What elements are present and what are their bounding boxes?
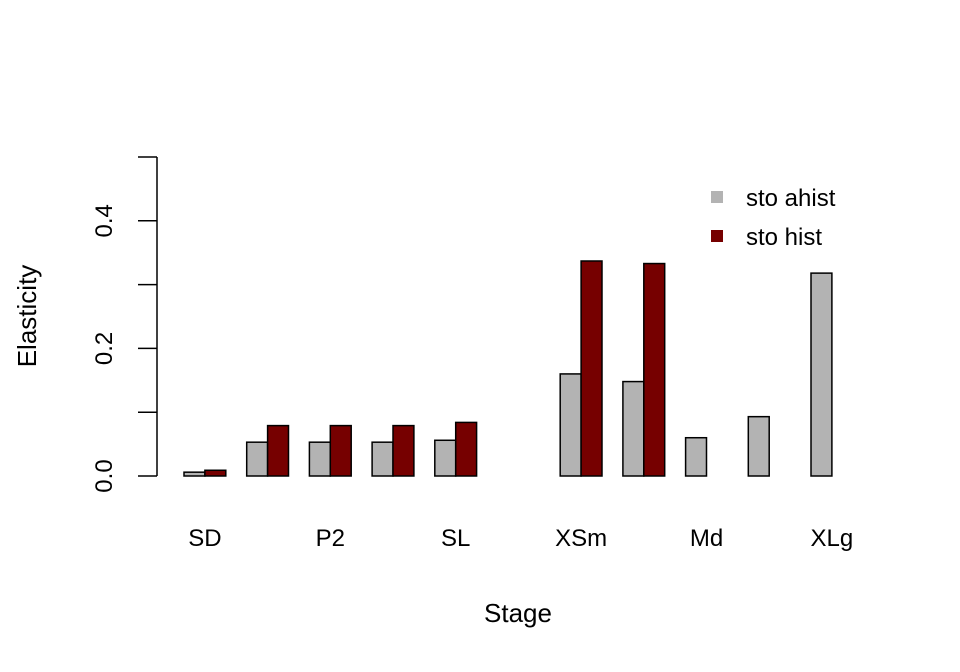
bar-sto-hist-1 [266, 424, 290, 477]
y-tick-label: 0.4 [91, 204, 118, 237]
bar-sto-hist-7 [643, 262, 666, 477]
x-tick-label: SL [441, 525, 470, 552]
y-axis-label: Elasticity [12, 265, 42, 368]
y-tick-label: 0.0 [91, 459, 118, 492]
legend-label: sto ahist [746, 185, 836, 212]
bar-sto-ahist-2 [308, 441, 332, 477]
x-tick-label: XLg [811, 525, 854, 552]
legend-label: sto hist [746, 224, 822, 251]
legend-swatch [711, 230, 723, 242]
bar-sto-ahist-8 [684, 436, 708, 477]
legend: sto ahist sto hist [711, 185, 836, 251]
y-tick-label: 0.2 [91, 332, 118, 365]
bar-sto-ahist-0 [183, 471, 206, 477]
legend-swatch [711, 191, 723, 203]
bar-sto-ahist-10 [810, 272, 833, 477]
bar-sto-hist-2 [329, 424, 352, 477]
x-tick-label: XSm [555, 525, 607, 552]
bar-sto-ahist-9 [747, 415, 770, 477]
x-axis-label: Stage [484, 598, 552, 628]
bar-sto-ahist-7 [622, 380, 645, 477]
bar-sto-hist-0 [204, 469, 227, 477]
bar-sto-ahist-4 [434, 439, 457, 477]
bar-sto-ahist-1 [245, 441, 269, 477]
bar-sto-ahist-6 [559, 373, 582, 477]
x-tick-labels: SD P2 SL XSm Md XLg [188, 525, 853, 552]
bar-sto-hist-6 [580, 260, 603, 477]
bar-sto-ahist-3 [371, 441, 394, 477]
x-tick-label: SD [188, 525, 221, 552]
y-axis: 0.0 0.2 0.4 [91, 156, 158, 493]
bar-sto-hist-4 [454, 421, 478, 477]
bars [183, 260, 833, 477]
x-tick-label: Md [690, 525, 723, 552]
bar-sto-hist-3 [392, 424, 415, 477]
x-tick-label: P2 [316, 525, 345, 552]
